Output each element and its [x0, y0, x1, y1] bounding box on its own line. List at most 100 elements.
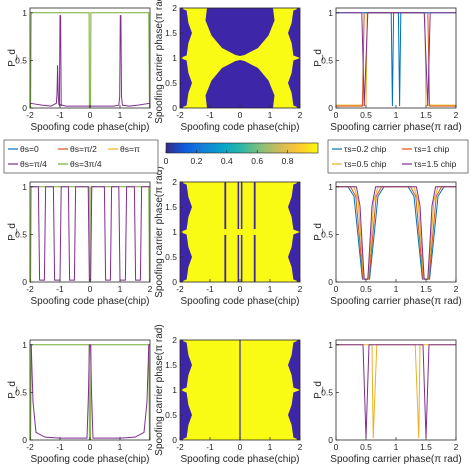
- y-axis-label: Spoofing carrier phase(π rad): [154, 324, 165, 455]
- blue-region: [296, 8, 300, 12]
- blue-region: [180, 340, 192, 390]
- blue-region: [288, 182, 300, 232]
- y-tick-label: 0: [172, 277, 177, 287]
- y-tick-label: 1.5: [165, 202, 177, 212]
- x-tick-label: 0: [238, 442, 243, 452]
- blue-region: [288, 8, 300, 58]
- colorbar-tick-label: 0.2: [190, 156, 202, 166]
- y-tick-label: 2: [172, 177, 177, 187]
- legend-label: θs=π/4: [20, 159, 47, 169]
- x-tick-label: 2: [454, 284, 459, 294]
- series-line-r1c3-0: [336, 12, 456, 106]
- y-tick-label: 1: [22, 8, 27, 18]
- x-axis-label: Spoofing code phase(chip): [31, 122, 150, 133]
- blue-region: [180, 436, 184, 440]
- blue-region: [180, 182, 184, 186]
- x-tick-label: 0: [334, 442, 339, 452]
- y-tick-label: 1: [172, 227, 177, 237]
- colorbar-tick-label: 0.4: [221, 156, 233, 166]
- series-line-r3c1-1: [30, 344, 150, 439]
- blue-line: [253, 182, 256, 229]
- legend-label: τs=1.5 chip: [414, 159, 457, 169]
- blue-region: [288, 58, 300, 108]
- y-axis-label: P_d: [7, 223, 18, 241]
- blue-line: [224, 235, 227, 282]
- panel-r2c3: 0 0.5 1 1.5 2 0 0.5 1 Spoofing carrier phase(π r…: [313, 181, 462, 307]
- x-axis-label: Spoofing code phase(chip): [181, 296, 300, 307]
- x-tick-label: -2: [176, 110, 184, 120]
- y-tick-label: 1: [328, 340, 333, 350]
- blue-region: [296, 340, 300, 344]
- y-axis-label: P_d: [313, 49, 324, 67]
- blue-region: [180, 58, 192, 108]
- x-tick-label: -1: [206, 110, 214, 120]
- axes-frame: [29, 339, 151, 441]
- heatmap-r1c2: [180, 8, 300, 108]
- series-line-r1c3-2: [336, 12, 456, 107]
- blue-region: [180, 390, 192, 440]
- y-tick-label: 2: [172, 335, 177, 345]
- blue-line: [239, 340, 241, 440]
- y-tick-label: 0.5: [165, 78, 177, 88]
- axes-frame: [335, 7, 457, 109]
- blue-region: [180, 340, 184, 344]
- x-tick-label: 0.5: [360, 442, 372, 452]
- panel-r3c3: 0 0.5 1 1.5 2 0 0.5 1 Spoofing carrier phase(π r…: [313, 339, 462, 465]
- legend-label: τs=0.2 chip: [344, 144, 387, 154]
- panel-r3c2: -2 -1 0 1 2 0 0.5 1 1.5 2 Spoofing code phase(chip…: [154, 324, 303, 465]
- x-tick-label: 1.5: [420, 110, 432, 120]
- y-tick-label: 0.5: [15, 55, 27, 65]
- y-tick-label: 0: [172, 103, 177, 113]
- y-tick-label: 1: [328, 8, 333, 18]
- legend-label: τs=0.5 chip: [344, 159, 387, 169]
- x-tick-label: 0: [334, 110, 339, 120]
- y-tick-label: 0.5: [15, 229, 27, 239]
- series-line-r3c3-0: [336, 344, 456, 439]
- y-tick-label: 1: [172, 53, 177, 63]
- blue-region: [180, 232, 192, 282]
- colorbar-gradient: [165, 142, 319, 154]
- x-axis-label: Spoofing code phase(chip): [31, 454, 150, 465]
- blue-line: [237, 235, 240, 282]
- blue-region: [180, 182, 192, 232]
- x-tick-label: 1: [394, 442, 399, 452]
- x-tick-label: 1: [268, 110, 273, 120]
- panel-r1c3: 0 0.5 1 1.5 2 0 0.5 1 Spoofing carrier phase(π r…: [313, 7, 462, 133]
- y-tick-label: 0: [328, 103, 333, 113]
- x-axis-label: Spoofing carrier phase(π rad): [330, 122, 461, 133]
- series-line-r1c3-3: [336, 12, 456, 107]
- panel-r1c2: -2 -1 0 1 2 0 0.5 1 1.5 2 Spoofing code phase(chip…: [154, 0, 303, 133]
- x-tick-label: 2: [148, 110, 153, 120]
- blue-region: [296, 436, 300, 440]
- y-tick-label: 0.5: [15, 387, 27, 397]
- x-tick-label: -1: [206, 442, 214, 452]
- y-axis-label: P_d: [7, 49, 18, 67]
- legend-label: θs=3π/4: [70, 159, 102, 169]
- blue-region: [288, 390, 300, 440]
- series-line-r1c1-1: [30, 15, 150, 107]
- colorbar-tick-label: 0.8: [282, 156, 294, 166]
- x-tick-label: -2: [26, 284, 34, 294]
- blue-region: [288, 232, 300, 282]
- legend-label: θs=π: [120, 144, 140, 154]
- series-line-r1c3-1: [336, 12, 456, 107]
- x-tick-label: 1: [268, 442, 273, 452]
- panel-r2c1: -2 -1 0 1 2 0 0.5 1 Spoofing code phase(chip) P_d: [7, 181, 153, 307]
- x-tick-label: 1: [118, 284, 123, 294]
- blue-line: [240, 235, 243, 282]
- blue-region: [205, 8, 275, 56]
- blue-line: [224, 182, 227, 229]
- y-tick-label: 0: [328, 277, 333, 287]
- y-axis-label: P_d: [7, 381, 18, 399]
- x-axis-label: Spoofing carrier phase(π rad): [330, 296, 461, 307]
- x-tick-label: 2: [454, 110, 459, 120]
- x-tick-label: -1: [206, 284, 214, 294]
- x-tick-label: 1: [268, 284, 273, 294]
- x-tick-label: 0.5: [360, 110, 372, 120]
- y-tick-label: 1: [172, 385, 177, 395]
- blue-line: [240, 182, 243, 229]
- y-tick-label: 0: [22, 277, 27, 287]
- x-tick-label: 0: [238, 110, 243, 120]
- legend-theta: θs=0 θs=π/2 θs=π θs=π/4 θs=3π/4: [3, 139, 159, 174]
